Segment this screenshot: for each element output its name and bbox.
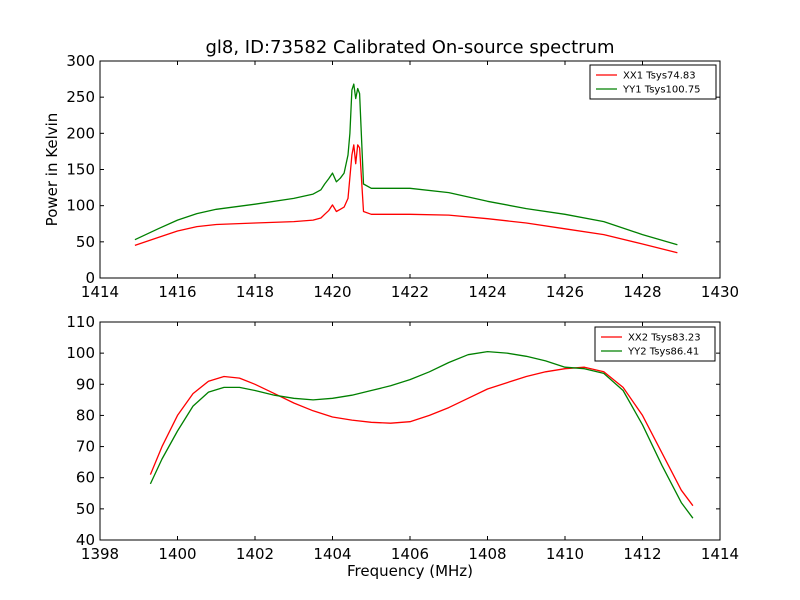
legend-label: YY1 Tsys100.75 — [622, 85, 701, 96]
x-tick-label: 1416 — [158, 283, 196, 301]
legend-label: YY2 Tsys86.41 — [627, 347, 699, 358]
legend-box — [594, 326, 716, 362]
y-tick-label: 70 — [76, 438, 95, 456]
chart-title: gl8, ID:73582 Calibrated On-source spect… — [205, 37, 614, 58]
x-tick-label: 1418 — [236, 283, 274, 301]
x-tick-label: 1426 — [546, 283, 584, 301]
y-tick-label: 0 — [85, 269, 95, 287]
x-tick-label: 1402 — [236, 545, 274, 563]
y-tick-label: 60 — [76, 469, 95, 487]
x-axis-label: Frequency (MHz) — [347, 562, 473, 580]
x-tick-label: 1414 — [81, 283, 119, 301]
y-tick-label: 250 — [66, 88, 95, 106]
y-tick-label: 90 — [76, 375, 95, 393]
y-tick-label: 40 — [76, 531, 95, 549]
bottom-panel: 1398 1400 1402 1404 1406 1408 1410 1412 1414 40 50… — [66, 313, 739, 580]
y-tick-label: 150 — [66, 161, 95, 179]
y-tick-label: 300 — [66, 52, 95, 70]
top-panel: 1414 1416 1418 1420 1422 1424 1426 1428 1430 0 50 1… — [43, 52, 739, 301]
x-tick-label: 1430 — [701, 283, 739, 301]
legend-label: XX1 Tsys74.83 — [623, 71, 696, 82]
x-tick-label: 1414 — [701, 545, 739, 563]
legend: XX1 Tsys74.83 YY1 Tsys100.75 — [589, 64, 717, 100]
x-tick-label: 1412 — [623, 545, 661, 563]
series-line-2-1 — [149, 366, 694, 507]
y-tick-label: 100 — [66, 344, 95, 362]
y-tick-label: 200 — [66, 124, 95, 142]
x-tick-label: 1422 — [391, 283, 429, 301]
series-line-1-1 — [134, 144, 678, 254]
x-tick-label: 1406 — [391, 545, 429, 563]
x-tick-label: 1404 — [313, 545, 351, 563]
x-tick-label: 1424 — [468, 283, 506, 301]
y-axis-label: Power in Kelvin — [43, 113, 61, 227]
x-tick-label: 1428 — [623, 283, 661, 301]
y-tick-label: 80 — [76, 406, 95, 424]
series-line-2-2 — [149, 350, 694, 519]
y-tick-label: 100 — [66, 197, 95, 215]
x-tick-label: 1400 — [158, 545, 196, 563]
x-tick-label: 1398 — [81, 545, 119, 563]
x-tick-label: 1408 — [468, 545, 506, 563]
legend: XX2 Tsys83.23 YY2 Tsys86.41 — [594, 326, 716, 362]
y-tick-label: 50 — [76, 500, 95, 518]
legend-label: XX2 Tsys83.23 — [628, 333, 701, 344]
y-tick-label: 50 — [76, 233, 95, 251]
x-tick-label: 1410 — [546, 545, 584, 563]
legend-box — [589, 64, 717, 100]
series-line-1-2 — [134, 83, 678, 246]
x-tick-label: 1420 — [313, 283, 351, 301]
y-tick-label: 110 — [66, 313, 95, 331]
